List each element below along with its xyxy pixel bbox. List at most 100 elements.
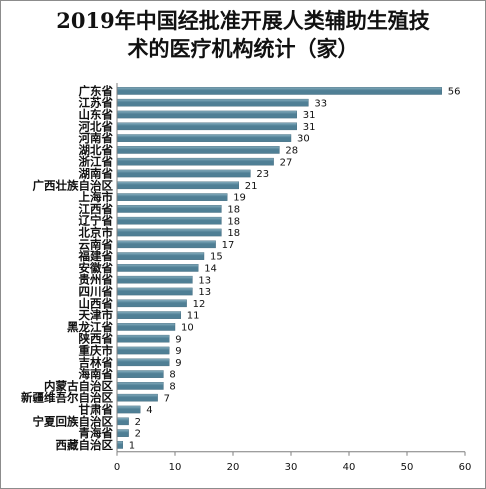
category-label: 四川省	[79, 285, 114, 299]
data-label: 13	[198, 287, 211, 298]
data-label: 30	[297, 134, 310, 145]
bar	[116, 240, 216, 249]
data-label: 1	[129, 441, 135, 452]
category-label: 湖北省	[79, 143, 114, 157]
category-label: 内蒙古自治区	[44, 379, 113, 393]
category-label: 宁夏回族自治区	[33, 414, 114, 428]
data-label: 2	[135, 429, 141, 440]
data-label: 28	[285, 146, 298, 157]
data-label: 14	[204, 264, 217, 275]
bar	[116, 393, 158, 402]
category-label: 贵州省	[79, 273, 114, 287]
bar	[116, 275, 193, 284]
category-label: 陕西省	[79, 332, 114, 346]
bar	[116, 134, 292, 142]
category-label: 天津市	[79, 308, 114, 322]
data-label: 8	[169, 370, 175, 381]
bar	[116, 252, 205, 260]
bar	[116, 181, 240, 190]
x-tick-label: 40	[343, 462, 356, 473]
bar	[116, 346, 170, 355]
data-label: 27	[280, 157, 293, 168]
bar	[116, 323, 176, 331]
x-tick-label: 10	[169, 462, 182, 473]
category-label: 上海市	[79, 190, 114, 204]
category-label: 甘肃省	[79, 403, 114, 417]
category-label: 辽宁省	[79, 214, 114, 228]
data-label: 10	[181, 323, 194, 334]
data-label: 31	[303, 122, 316, 133]
bar	[116, 98, 309, 107]
data-label: 13	[198, 275, 211, 286]
bar	[116, 370, 164, 378]
data-label: 8	[169, 382, 175, 393]
bar	[116, 334, 170, 343]
category-label: 黑龙江省	[67, 320, 113, 334]
category-label: 青海省	[79, 426, 114, 440]
bar	[116, 146, 280, 154]
data-label: 12	[193, 299, 206, 310]
data-label: 31	[303, 110, 316, 121]
bar	[116, 287, 193, 296]
data-label: 9	[175, 358, 181, 369]
category-label: 河北省	[79, 119, 114, 133]
category-label: 北京市	[79, 226, 114, 240]
axis-layer: 0 10 20 30 40 50 60	[114, 83, 472, 473]
data-label: 4	[146, 405, 152, 416]
data-label: 11	[187, 311, 200, 322]
data-label: 15	[210, 252, 223, 263]
bar	[116, 358, 170, 367]
data-label: 18	[227, 216, 240, 227]
category-label: 山东省	[79, 108, 114, 122]
bar	[116, 405, 141, 414]
category-label: 重庆市	[79, 344, 114, 358]
category-label: 广东省	[79, 84, 114, 98]
chart-title-line-2: 术的医疗机构统计（家）	[127, 36, 359, 61]
x-tick-label: 30	[285, 462, 298, 473]
category-label: 湖南省	[79, 167, 114, 181]
category-label: 吉林省	[79, 355, 114, 369]
category-label: 福建省	[78, 249, 114, 263]
category-label: 广西壮族自治区	[33, 178, 114, 192]
bar	[116, 429, 129, 437]
data-label: 21	[245, 181, 258, 192]
category-label: 新疆维吾尔自治区	[21, 391, 113, 405]
data-label: 17	[222, 240, 235, 251]
data-label: 9	[175, 346, 181, 357]
category-label: 浙江省	[79, 155, 114, 169]
bar	[116, 311, 181, 319]
x-tick-label: 60	[459, 462, 472, 473]
bar	[116, 228, 222, 237]
bar	[116, 110, 298, 119]
category-label: 江西省	[79, 202, 114, 216]
bar	[116, 205, 222, 213]
bar	[116, 122, 298, 131]
bar	[116, 441, 124, 449]
data-label: 56	[448, 87, 461, 98]
data-label: 18	[227, 228, 240, 239]
x-tick-label: 50	[401, 462, 414, 473]
data-label: 18	[227, 205, 240, 216]
data-label: 23	[256, 169, 269, 180]
category-label: 海南省	[79, 367, 114, 381]
bar	[116, 264, 199, 272]
chart-title-line-1: 2019年中国经批准开展人类辅助生殖技	[56, 8, 430, 33]
bar	[116, 216, 222, 225]
x-tick-label: 0	[114, 462, 120, 473]
category-label: 安徽省	[79, 261, 114, 275]
data-label: 2	[135, 417, 141, 428]
data-label: 33	[314, 98, 327, 109]
bar	[116, 193, 228, 201]
category-label: 河南省	[79, 131, 114, 145]
data-label: 19	[233, 193, 246, 204]
x-tick-label: 20	[227, 462, 240, 473]
chart-title: 2019年中国经批准开展人类辅助生殖技 术的医疗机构统计（家）	[1, 7, 485, 63]
category-label: 云南省	[79, 237, 114, 251]
bar	[116, 299, 187, 308]
category-label: 西藏自治区	[56, 438, 114, 452]
bar	[116, 417, 129, 426]
bar	[116, 382, 164, 390]
